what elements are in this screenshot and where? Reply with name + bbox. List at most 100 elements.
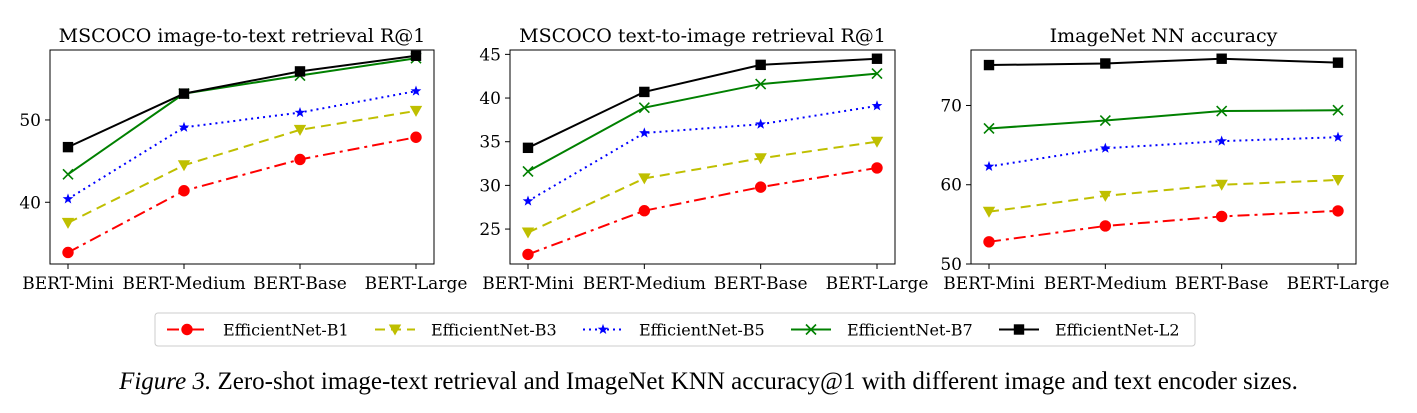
series-efficientnet-b1 [983, 205, 1344, 248]
data-point [1331, 174, 1345, 186]
y-tick-label: 40 [479, 89, 501, 109]
data-point [1215, 210, 1228, 223]
plot-frame [509, 49, 896, 265]
data-point [178, 121, 190, 132]
data-point [1216, 105, 1228, 117]
data-point [62, 193, 74, 204]
data-point [1332, 205, 1344, 217]
chart-title: MSCOCO image-to-text retrieval R@1 [59, 25, 426, 47]
data-point [409, 105, 423, 117]
legend-entry-efficientnet-b1: EfficientNet-B1 [167, 321, 349, 340]
series-line [67, 90, 417, 200]
y-tick-label: 30 [479, 176, 501, 196]
data-point [638, 173, 651, 185]
series-efficientnet-l2 [62, 50, 422, 153]
data-point [871, 53, 883, 64]
series-line [527, 166, 878, 256]
chart-panel-3: ImageNet NN accuracy BERT-Mini BERT-Medium… [940, 25, 1389, 294]
data-point [755, 78, 767, 90]
data-point [410, 50, 422, 61]
data-point [1099, 114, 1111, 127]
data-point [522, 248, 534, 261]
series-efficientnet-b5 [983, 131, 1344, 172]
series-efficientnet-b5 [522, 100, 883, 206]
legend-marker [805, 323, 817, 336]
data-point [638, 102, 650, 114]
data-point [522, 195, 534, 206]
data-point [1332, 104, 1344, 116]
series-efficientnet-b7 [522, 68, 883, 177]
series-line [67, 54, 417, 149]
series-efficientnet-b1 [522, 162, 883, 261]
x-tick-label: BERT-Mini [943, 274, 1035, 294]
legend-marker [181, 323, 193, 336]
x-tick-label: BERT-Large [826, 274, 929, 294]
series-line [988, 109, 1339, 130]
data-point [1216, 135, 1227, 146]
series-line [527, 72, 878, 173]
data-point [178, 88, 190, 99]
series-efficientnet-b1 [62, 131, 422, 259]
data-point [983, 236, 995, 248]
legend-entry-efficientnet-b3: EfficientNet-B3 [375, 321, 557, 340]
data-point [1215, 179, 1228, 191]
data-point [522, 165, 534, 177]
x-tick-label: BERT-Base [253, 274, 347, 294]
series-efficientnet-b3 [982, 174, 1345, 218]
series-line [988, 136, 1339, 168]
data-point [1100, 142, 1111, 153]
x-tick-label: BERT-Large [365, 274, 468, 294]
data-point [1216, 53, 1227, 64]
data-point [638, 205, 651, 217]
data-point [754, 181, 767, 193]
x-tick-label: BERT-Medium [122, 274, 245, 294]
legend-entry-efficientnet-b7: EfficientNet-B7 [791, 321, 973, 340]
data-point [755, 59, 766, 71]
series-line [988, 178, 1339, 213]
data-point [639, 86, 650, 98]
x-tick-label: BERT-Base [1175, 274, 1269, 294]
x-tick-label: BERT-Medium [583, 274, 706, 294]
y-tick-label: 35 [479, 133, 501, 153]
data-point [521, 227, 535, 239]
x-tick-label: BERT-Large [1287, 274, 1390, 294]
y-tick-label: 40 [19, 193, 41, 213]
y-tick-label: 50 [940, 255, 962, 275]
data-point [1099, 220, 1112, 232]
series-line [527, 104, 878, 202]
data-point [871, 68, 883, 80]
data-point [62, 168, 74, 180]
data-point [755, 118, 766, 129]
data-point [177, 160, 191, 172]
data-point [870, 136, 884, 148]
chart-panel-1: MSCOCO image-to-text retrieval R@1 BERT-M… [19, 25, 467, 294]
series-line [67, 136, 417, 254]
series-efficientnet-b5 [62, 85, 422, 204]
y-tick-label: 50 [19, 111, 41, 131]
series-line [67, 109, 417, 224]
data-point [522, 142, 534, 154]
data-point [294, 66, 306, 77]
series-line [527, 57, 878, 149]
series-efficientnet-b3 [521, 136, 884, 239]
legend-label: EfficientNet-B5 [639, 321, 765, 340]
data-point [293, 124, 307, 136]
legend-label: EfficientNet-B7 [847, 321, 973, 340]
legend-marker [1013, 324, 1025, 335]
data-point [1332, 131, 1344, 142]
data-point [294, 153, 306, 166]
series-line [67, 57, 417, 176]
data-point [983, 59, 995, 71]
data-point [1332, 57, 1344, 68]
legend-label: EfficientNet-L2 [1055, 321, 1180, 340]
data-point [1100, 58, 1111, 69]
caption-text: Zero-shot image-text retrieval and Image… [217, 368, 1298, 395]
legend-entry-efficientnet-b5: EfficientNet-B5 [583, 321, 765, 340]
x-tick-label: BERT-Mini [482, 274, 574, 294]
plot-frame [49, 49, 435, 265]
series-efficientnet-l2 [983, 53, 1344, 71]
data-point [62, 246, 74, 259]
data-point [294, 106, 306, 118]
data-point [62, 141, 74, 153]
